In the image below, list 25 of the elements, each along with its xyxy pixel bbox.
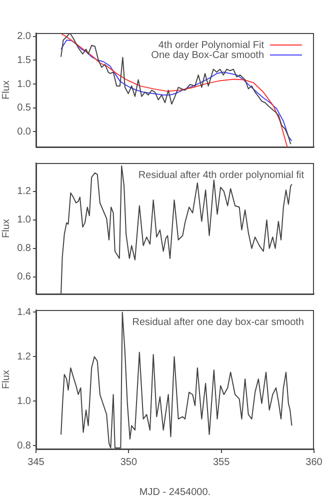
y-axis-title: Flux xyxy=(0,80,12,100)
y-axis-title: Flux xyxy=(0,219,12,238)
x-tick-label: 360 xyxy=(306,456,323,468)
y-tick-label: 0.6 xyxy=(17,272,32,283)
y-tick-label: 0.8 xyxy=(17,440,32,452)
x-tick-label: 355 xyxy=(212,456,230,468)
y-tick-label: 1.5 xyxy=(17,54,32,66)
y-tick-label: 1.0 xyxy=(17,214,32,226)
y-tick-label: 1.2 xyxy=(17,351,32,362)
x-axis-title: MJD - 2454000. xyxy=(139,486,211,498)
annotation: Residual after 4th order polynomial fit xyxy=(138,170,304,181)
y-tick-label: 0.5 xyxy=(17,102,32,114)
y-axis-title: Flux xyxy=(0,370,12,389)
y-tick-label: 2.0 xyxy=(17,31,32,42)
y-tick-label: 1.0 xyxy=(17,78,32,90)
y-tick-label: 1.4 xyxy=(17,306,32,318)
x-tick-label: 350 xyxy=(120,456,138,468)
y-tick-label: 1.0 xyxy=(17,396,32,407)
y-tick-label: 0.8 xyxy=(17,243,32,254)
y-tick-label: 0.0 xyxy=(17,126,32,138)
legend-label: 4th order Polynomial Fit xyxy=(158,40,264,51)
legend-label: One day Box-Car smooth xyxy=(151,50,264,61)
annotation: Residual after one day box-car smooth xyxy=(132,316,304,328)
x-tick-label: 345 xyxy=(28,456,45,468)
y-tick-label: 1.2 xyxy=(17,186,32,198)
